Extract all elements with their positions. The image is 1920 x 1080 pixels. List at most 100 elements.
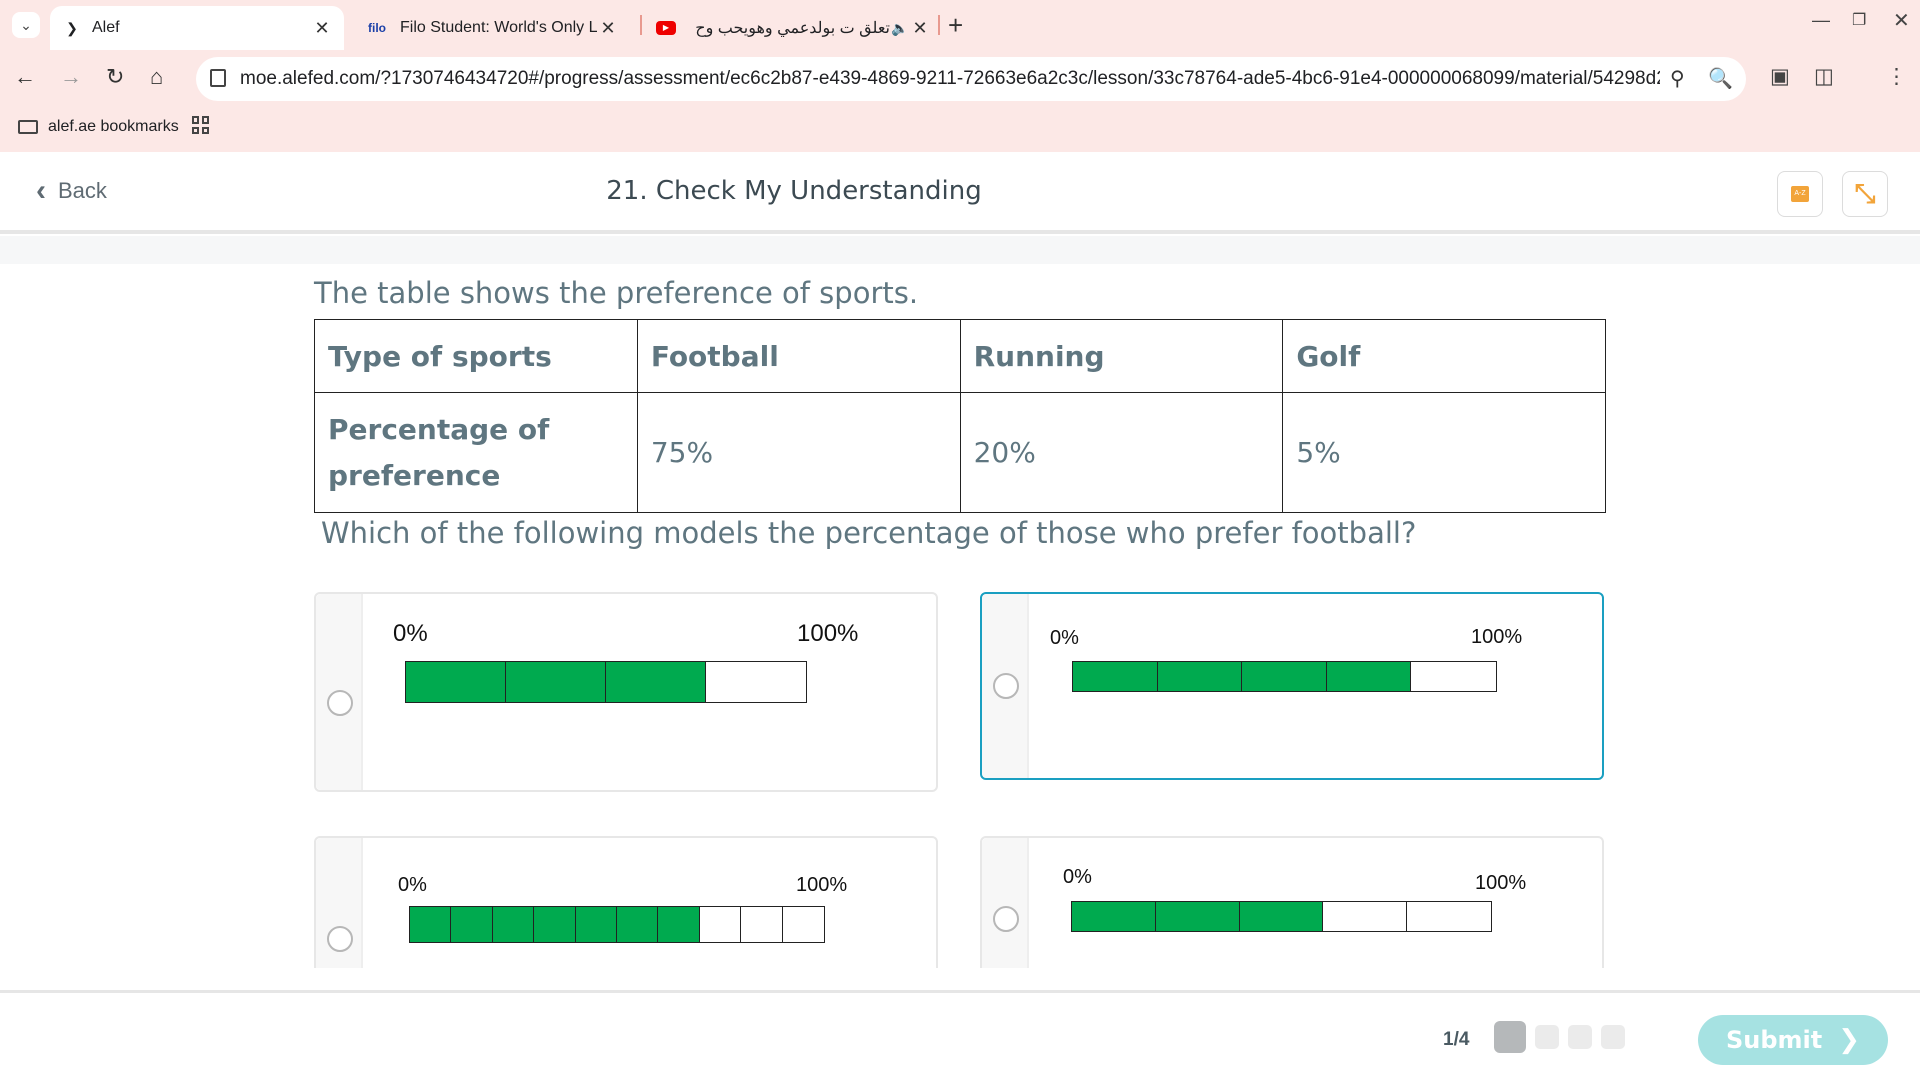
answer-option-b[interactable]: 0% 100% — [980, 592, 1604, 780]
option-gutter — [316, 594, 363, 790]
radio-button[interactable] — [327, 690, 353, 716]
bar-segment-filled — [1326, 662, 1412, 691]
close-window-icon[interactable]: ✕ — [1893, 10, 1910, 32]
table-cell: Golf — [1282, 319, 1606, 393]
close-tab-icon[interactable]: ✕ — [600, 17, 616, 38]
address-bar[interactable]: moe.alefed.com/?1730746434720#/progress/… — [196, 57, 1746, 101]
tab-alef[interactable]: ❯ Alef ✕ — [50, 6, 344, 50]
page-indicator-1[interactable] — [1494, 1021, 1526, 1053]
new-tab-icon[interactable]: + — [948, 10, 964, 40]
page-title: 21. Check My Understanding — [606, 176, 982, 206]
bar-segment-empty — [1407, 902, 1491, 931]
expand-icon: ⤡ — [1854, 178, 1876, 208]
preference-table: Type of sports Football Running Golf Per… — [314, 319, 1606, 513]
glossary-book-icon: A-Z — [1791, 186, 1809, 202]
page-indicator-2[interactable] — [1535, 1025, 1559, 1049]
bar-segment-filled — [658, 907, 700, 942]
right-label: 100% — [1471, 626, 1523, 648]
radio-button[interactable] — [327, 926, 353, 952]
question-intro: The table shows the preference of sports… — [314, 276, 919, 310]
tab-title: Alef — [92, 19, 120, 36]
options-viewport: 0% 100% 0% 100% 0% 100% 0% 100% — [0, 580, 1920, 968]
bar-segment-filled — [1155, 902, 1240, 931]
bar-segment-filled — [406, 662, 506, 702]
left-label: 0% — [1050, 627, 1079, 649]
tab-title: تعلق ت بولدعمي وهويحب وح — [695, 20, 890, 37]
left-label: 0% — [393, 620, 428, 647]
tab-search-button[interactable]: ⌄ — [12, 12, 40, 38]
answer-option-c[interactable]: 0% 100% — [314, 836, 938, 968]
submit-label: Submit — [1725, 1026, 1823, 1054]
zoom-icon[interactable]: 🔍 — [1708, 68, 1733, 90]
lesson-header: ‹ Back 21. Check My Understanding A-Z ⤡ — [0, 152, 1920, 234]
restore-icon[interactable]: ❐ — [1852, 12, 1867, 29]
back-arrow-icon[interactable]: ← — [14, 64, 36, 89]
bar-segment-filled — [534, 907, 576, 942]
bar-segment-empty — [699, 907, 742, 942]
table-cell: Type of sports — [314, 319, 638, 393]
answer-option-a[interactable]: 0% 100% — [314, 592, 938, 792]
menu-kebab-icon[interactable]: ⋮ — [1886, 65, 1907, 88]
bar-segment-filled — [606, 662, 706, 702]
forward-arrow-icon[interactable]: → — [60, 64, 82, 89]
tab-youtube[interactable]: ▶ تعلق ت بولدعمي وهويحب وح 🔈 ✕ — [648, 6, 938, 50]
fullscreen-button[interactable]: ⤡ — [1842, 171, 1888, 217]
option-gutter — [982, 838, 1029, 968]
table-row: Percentage of preference 75% 20% 5% — [314, 392, 1606, 513]
alef-logo-icon: ❯ — [66, 19, 78, 36]
speaker-icon[interactable]: 🔈 — [891, 19, 909, 36]
table-cell: 5% — [1282, 392, 1606, 513]
close-tab-icon[interactable]: ✕ — [912, 17, 928, 38]
apps-grid-icon[interactable] — [192, 116, 210, 134]
radio-button[interactable] — [993, 906, 1019, 932]
location-pin-icon[interactable]: ⚲ — [1670, 68, 1685, 90]
bar-segment-filled — [1073, 662, 1158, 691]
table-cell: 75% — [636, 392, 961, 513]
site-info-icon[interactable] — [210, 69, 226, 87]
bar-segment-filled — [575, 907, 617, 942]
assessment-footer: 1/4 Submit ❯ — [0, 990, 1920, 1080]
answer-option-d[interactable]: 0% 100% — [980, 836, 1604, 968]
table-cell: Football — [636, 319, 961, 393]
url-text[interactable]: moe.alefed.com/?1730746434720#/progress/… — [240, 68, 1660, 89]
option-gutter — [316, 838, 363, 968]
bar-segment-filled — [506, 662, 606, 702]
page-indicator-3[interactable] — [1568, 1025, 1592, 1049]
bar-model — [1072, 661, 1497, 692]
bar-segment-filled — [492, 907, 535, 942]
glossary-button[interactable]: A-Z — [1777, 171, 1823, 217]
left-label: 0% — [398, 874, 427, 896]
folder-icon — [18, 120, 38, 134]
bookmark-folder[interactable]: alef.ae bookmarks — [18, 118, 179, 136]
cast-icon[interactable]: ▣ — [1770, 65, 1790, 88]
youtube-icon: ▶ — [656, 21, 676, 35]
bar-model — [1071, 901, 1492, 932]
question-prompt: Which of the following models the percen… — [321, 516, 1417, 550]
chevron-left-icon: ‹ — [36, 174, 46, 207]
table-cell: Running — [959, 319, 1284, 393]
radio-button[interactable] — [993, 673, 1019, 699]
filo-logo-icon: filo — [368, 21, 386, 35]
browser-tab-strip: ⌄ ❯ Alef ✕ filo Filo Student: World's On… — [0, 0, 1920, 50]
tab-filo[interactable]: filo Filo Student: World's Only Live I ✕ — [356, 6, 626, 50]
back-button[interactable]: ‹ Back — [36, 174, 107, 207]
bar-segment-filled — [1157, 662, 1243, 691]
browser-toolbar: ← → ↻ ⌂ moe.alefed.com/?1730746434720#/p… — [0, 50, 1920, 108]
content-top-band — [0, 236, 1920, 264]
bar-model — [409, 906, 825, 943]
extensions-icon[interactable]: ◫ — [1814, 65, 1834, 88]
bookmarks-bar: alef.ae bookmarks — [0, 108, 1920, 152]
bar-segment-filled — [1242, 662, 1327, 691]
right-label: 100% — [796, 874, 848, 896]
home-icon[interactable]: ⌂ — [150, 64, 164, 89]
bar-segment-empty — [706, 662, 806, 702]
reload-icon[interactable]: ↻ — [106, 64, 125, 89]
page-indicator-4[interactable] — [1601, 1025, 1625, 1049]
close-tab-icon[interactable]: ✕ — [314, 17, 330, 38]
question-counter: 1/4 — [1443, 1029, 1470, 1050]
submit-button[interactable]: Submit ❯ — [1698, 1015, 1888, 1065]
right-label: 100% — [797, 620, 859, 647]
minimize-icon[interactable]: — — [1812, 10, 1830, 30]
bar-segment-filled — [451, 907, 493, 942]
bar-segment-filled — [410, 907, 452, 942]
